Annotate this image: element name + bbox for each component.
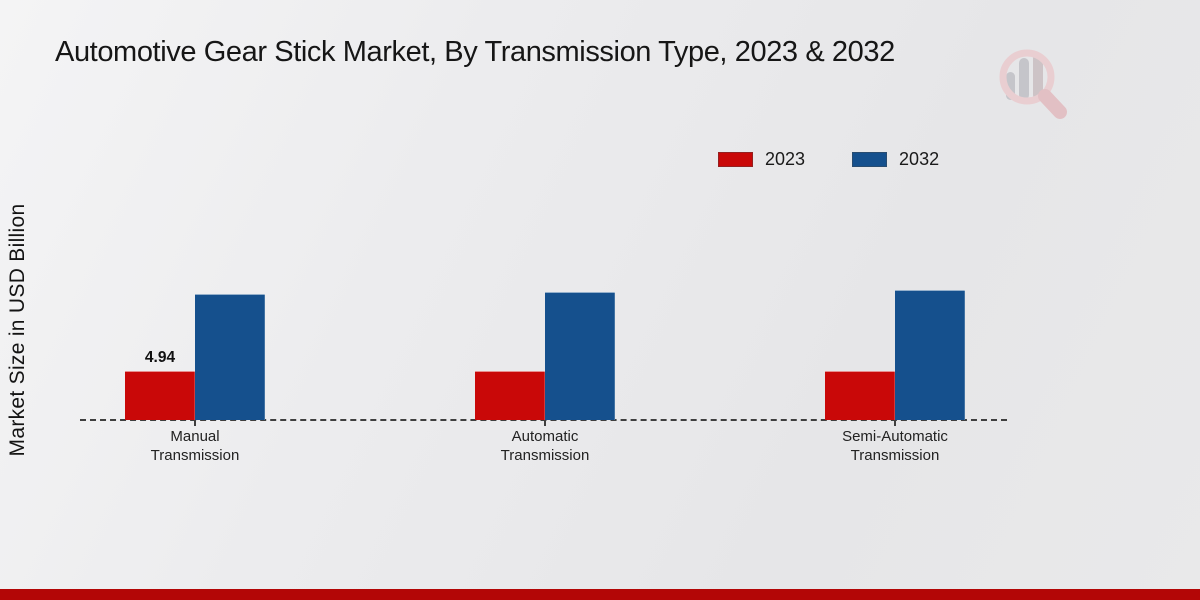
category-label-line: Transmission	[850, 447, 940, 464]
category-label: Manual Transmission	[85, 427, 305, 465]
bar-2032-manual-transmission	[195, 294, 265, 420]
category-label-line: Automatic	[511, 428, 579, 445]
category-label-line: Transmission	[500, 447, 590, 464]
bar-value-label: 4.94	[144, 349, 176, 366]
category-label-line: Manual	[170, 428, 220, 445]
category-label: Automatic Transmission	[435, 427, 655, 465]
category-label: Semi-Automatic Transmission	[785, 427, 1005, 465]
y-axis-label: Market Size in USD Billion	[6, 203, 29, 457]
x-axis-tick	[194, 420, 196, 426]
x-axis-tick	[544, 420, 546, 426]
legend-swatch-2023	[718, 152, 753, 167]
bar-2032-semi-automatic-transmission	[895, 290, 965, 420]
legend-label-2023: 2023	[765, 149, 806, 169]
x-axis-tick	[894, 420, 896, 426]
x-axis-dashed-line	[80, 419, 1007, 421]
bar-2023-manual-transmission	[125, 371, 195, 420]
legend: 2023 2032	[718, 149, 939, 170]
footer-accent-bar	[0, 589, 1200, 600]
magnifier-barchart-logo-icon	[999, 49, 1067, 119]
legend-label-2032: 2032	[899, 149, 940, 169]
category-label-line: Transmission	[150, 447, 240, 464]
bar-2032-automatic-transmission	[545, 292, 615, 420]
bar-2023-automatic-transmission	[475, 371, 545, 420]
bar-2023-semi-automatic-transmission	[825, 371, 895, 420]
category-label-line: Semi-Automatic	[842, 428, 948, 445]
legend-swatch-2032	[852, 152, 888, 167]
chart-title: Automotive Gear Stick Market, By Transmi…	[55, 36, 895, 68]
